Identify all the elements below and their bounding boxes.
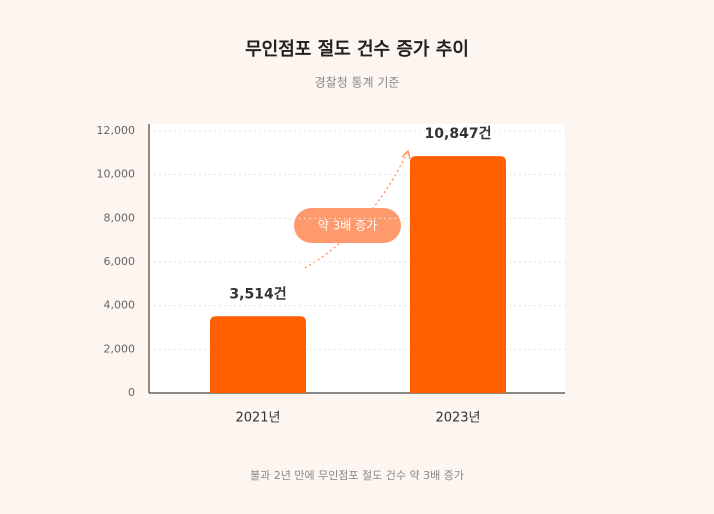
annotation: 약 3배 증가 — [318, 218, 377, 233]
annotation-pill — [294, 208, 401, 243]
bar — [210, 316, 306, 393]
x-tick-label: 2021년 — [235, 411, 280, 426]
y-tick-label: 10,000 — [97, 168, 136, 181]
chart-title: 무인점포 절도 건수 증가 추이 — [245, 39, 469, 60]
y-tick-label: 8,000 — [104, 211, 136, 224]
value-label: 10,847건 — [425, 125, 492, 142]
y-tick-label: 12,000 — [97, 124, 136, 137]
x-tick-label: 2023년 — [435, 411, 480, 426]
y-tick-label: 0 — [128, 386, 135, 399]
y-tick-label: 6,000 — [104, 255, 136, 268]
chart-note: 불과 2년 만에 무인점포 절도 건수 약 3배 증가 — [250, 468, 464, 482]
arrow-head — [401, 149, 411, 160]
value-label: 3,514건 — [229, 285, 286, 302]
bar — [410, 156, 506, 393]
y-tick-label: 4,000 — [104, 299, 136, 312]
chart-subtitle: 경찰청 통계 기준 — [315, 76, 400, 90]
y-tick-label: 2,000 — [104, 342, 136, 355]
